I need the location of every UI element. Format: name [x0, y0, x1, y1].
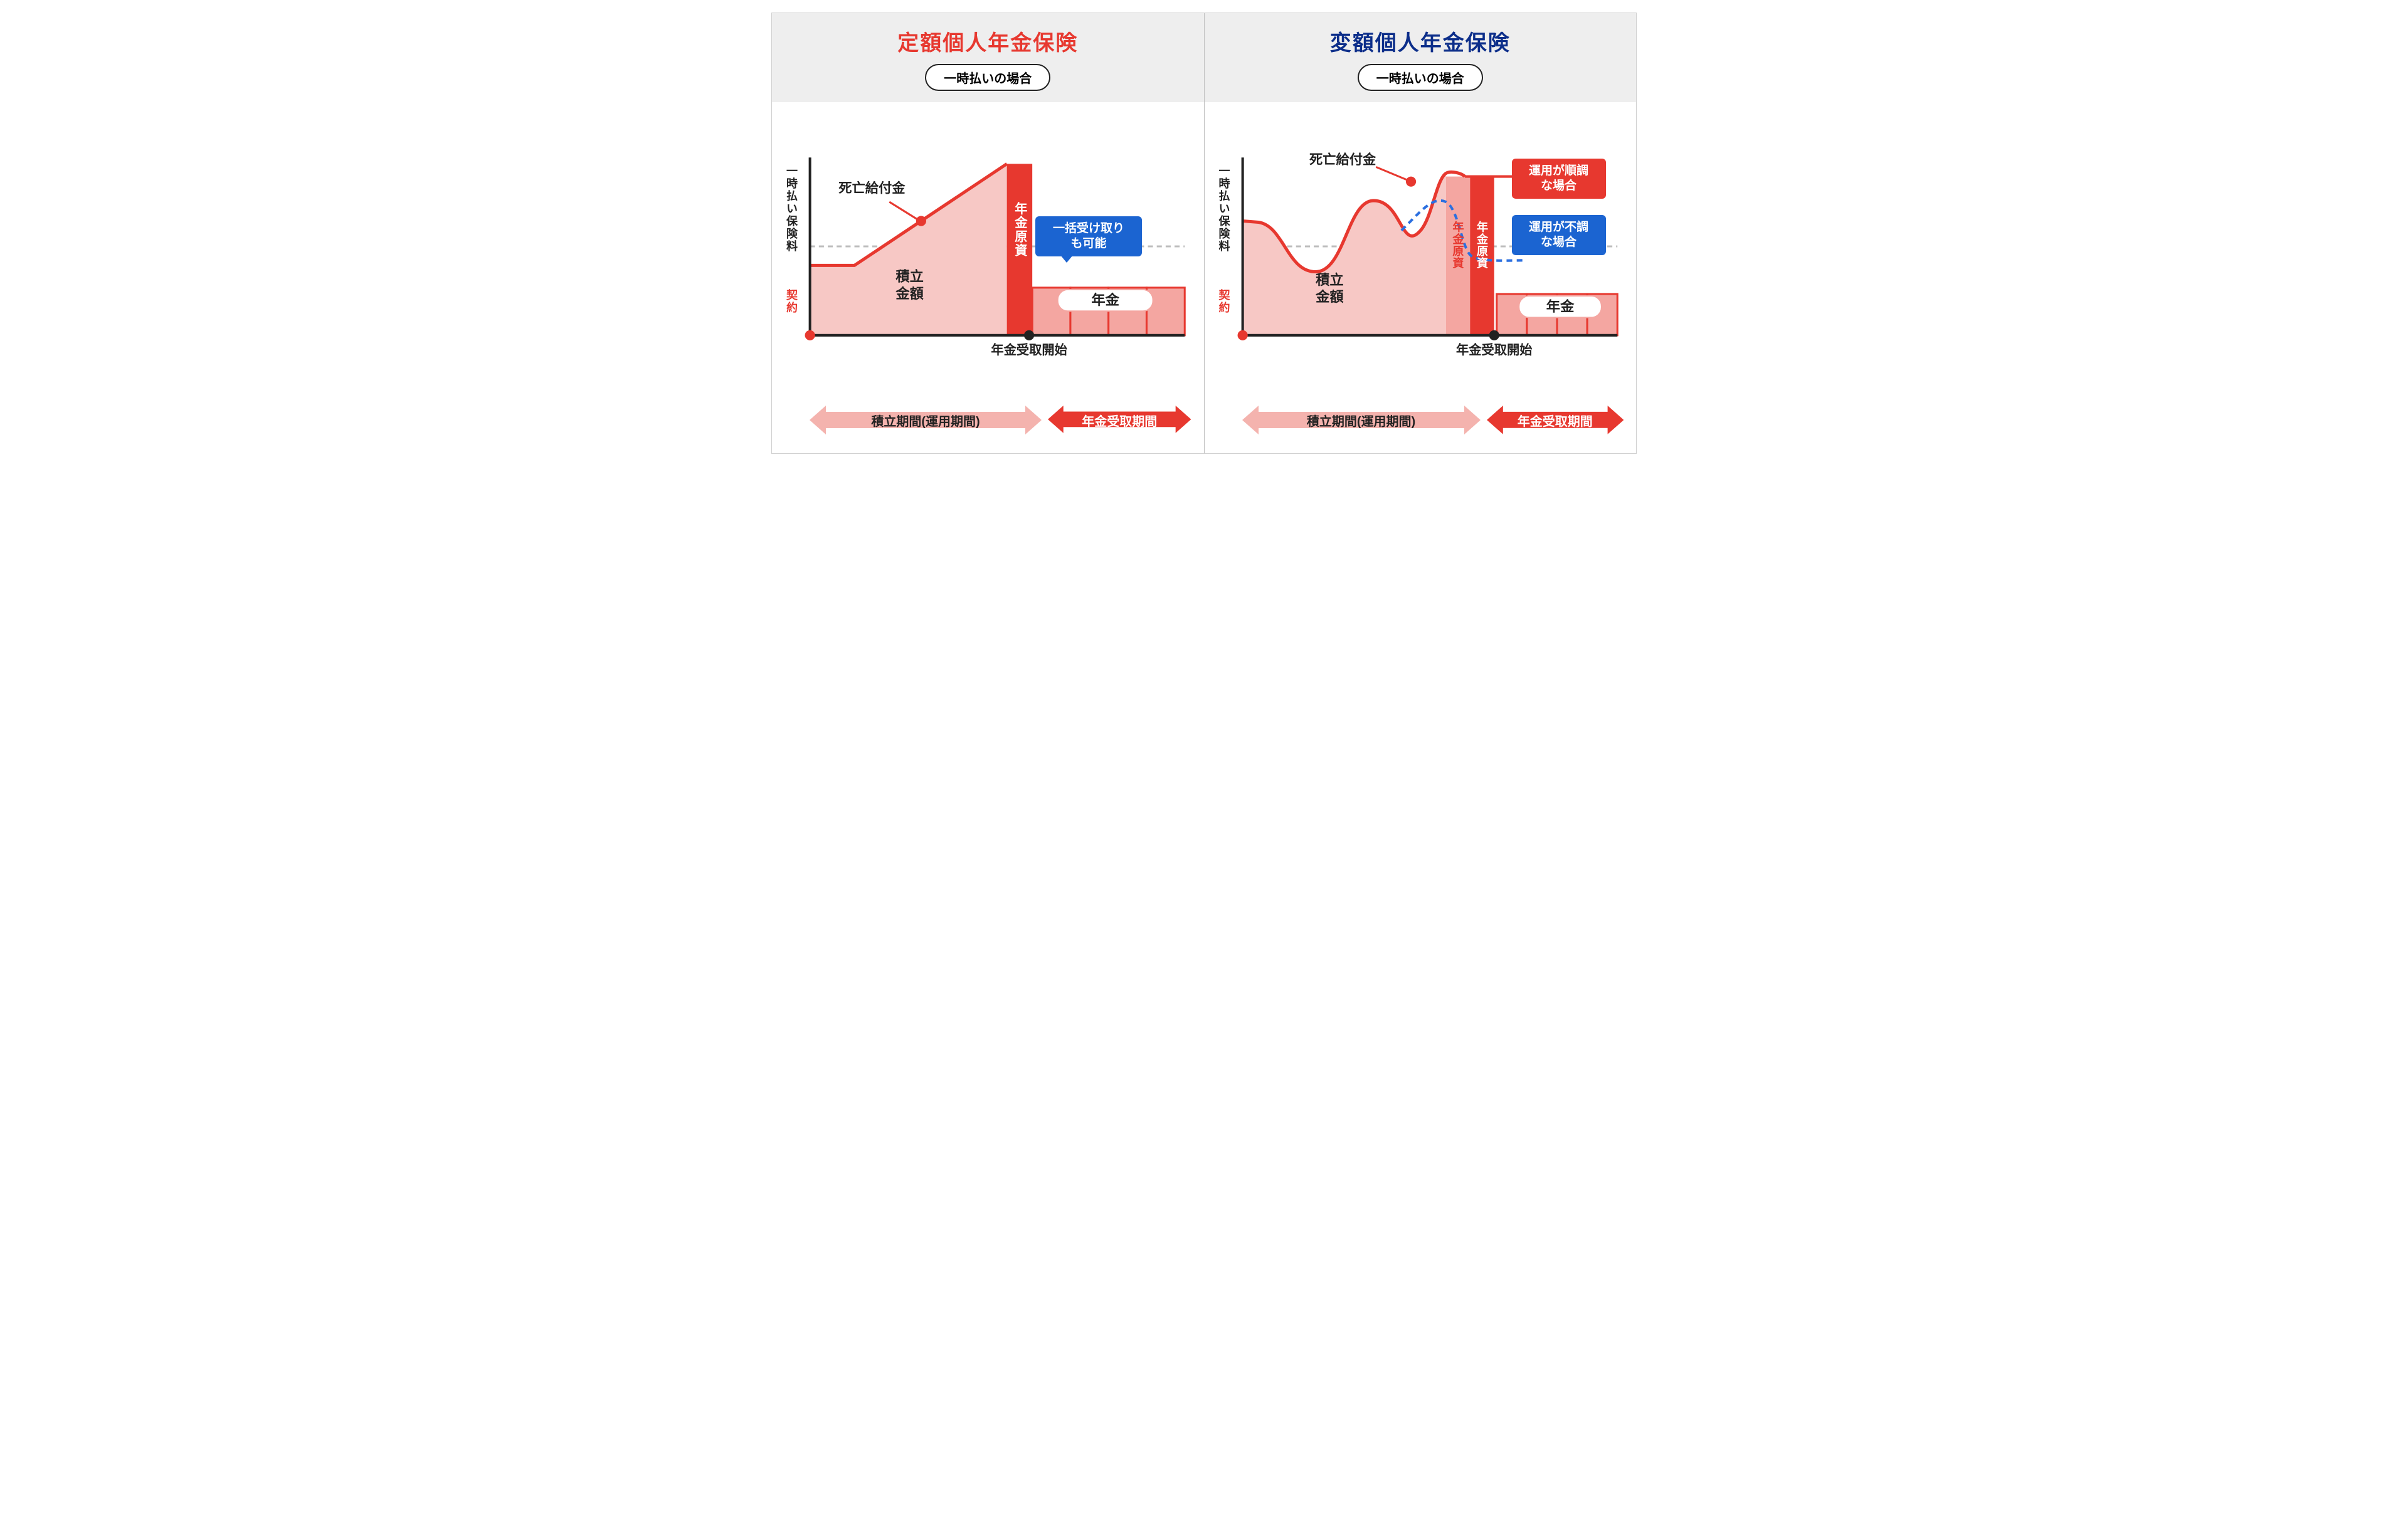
infographic-container: 定額個人年金保険 一時払いの場合 年金	[771, 13, 1637, 454]
svg-text:年金原資: 年金原資	[1451, 221, 1464, 270]
payout-period-arrow: 年金受取期間	[1487, 406, 1624, 434]
period-arrows: 積立期間(運用期間) 年金受取期間	[772, 406, 1204, 434]
svg-text:積立: 積立	[895, 268, 924, 285]
svg-text:年金原資: 年金原資	[1475, 221, 1488, 270]
svg-text:死亡給付金: 死亡給付金	[1309, 151, 1376, 167]
y-axis-label: 一時払い保険料	[1216, 165, 1232, 253]
panel-fixed-annuity: 定額個人年金保険 一時払いの場合 年金	[772, 13, 1205, 453]
svg-text:死亡給付金: 死亡給付金	[838, 180, 906, 196]
panel-variable-annuity: 変額個人年金保険 一時払いの場合 年金	[1205, 13, 1637, 453]
y-axis-label: 一時払い保険料	[783, 165, 800, 253]
panel-header: 変額個人年金保険 一時払いの場合	[1205, 13, 1637, 102]
subtitle-pill: 一時払いの場合	[1358, 64, 1483, 91]
bad-case-callout: 運用が不調 な場合	[1512, 215, 1606, 255]
y-axis-contract: 契約	[783, 289, 800, 314]
svg-text:年金: 年金	[1091, 292, 1119, 308]
svg-text:積立: 積立	[1316, 271, 1344, 288]
chart-area-left: 年金 死亡給付金 年金受取開始 積立 金額 年金原資 一時払い	[772, 102, 1204, 453]
chart-area-right: 年金 死亡給付金 年金受取開始 積立 金額 年金原資 年金原資 一時払い保険料	[1205, 102, 1637, 453]
subtitle-pill: 一時払いの場合	[925, 64, 1050, 91]
svg-text:金額: 金額	[1315, 288, 1344, 305]
y-axis-contract: 契約	[1216, 289, 1232, 314]
svg-text:年金受取開始: 年金受取開始	[1455, 342, 1532, 357]
good-case-callout: 運用が順調 な場合	[1512, 159, 1606, 199]
panel-title: 変額個人年金保険	[1205, 26, 1637, 56]
lump-sum-callout: 一括受け取り も可能	[1035, 216, 1142, 256]
panel-title: 定額個人年金保険	[772, 26, 1204, 56]
payout-period-arrow: 年金受取期間	[1048, 406, 1191, 434]
svg-text:年金受取開始: 年金受取開始	[991, 342, 1067, 357]
svg-text:金額: 金額	[895, 285, 924, 302]
svg-text:年金: 年金	[1546, 298, 1574, 314]
accumulation-period-arrow: 積立期間(運用期間)	[1242, 406, 1481, 434]
period-arrows: 積立期間(運用期間) 年金受取期間	[1205, 406, 1637, 434]
accumulation-period-arrow: 積立期間(運用期間)	[810, 406, 1042, 434]
svg-text:年金原資: 年金原資	[1013, 201, 1028, 258]
panel-header: 定額個人年金保険 一時払いの場合	[772, 13, 1204, 102]
